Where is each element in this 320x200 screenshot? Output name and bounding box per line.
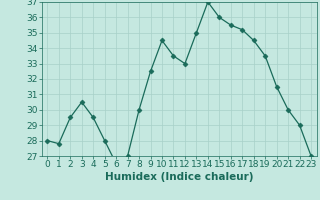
X-axis label: Humidex (Indice chaleur): Humidex (Indice chaleur) [105,172,253,182]
